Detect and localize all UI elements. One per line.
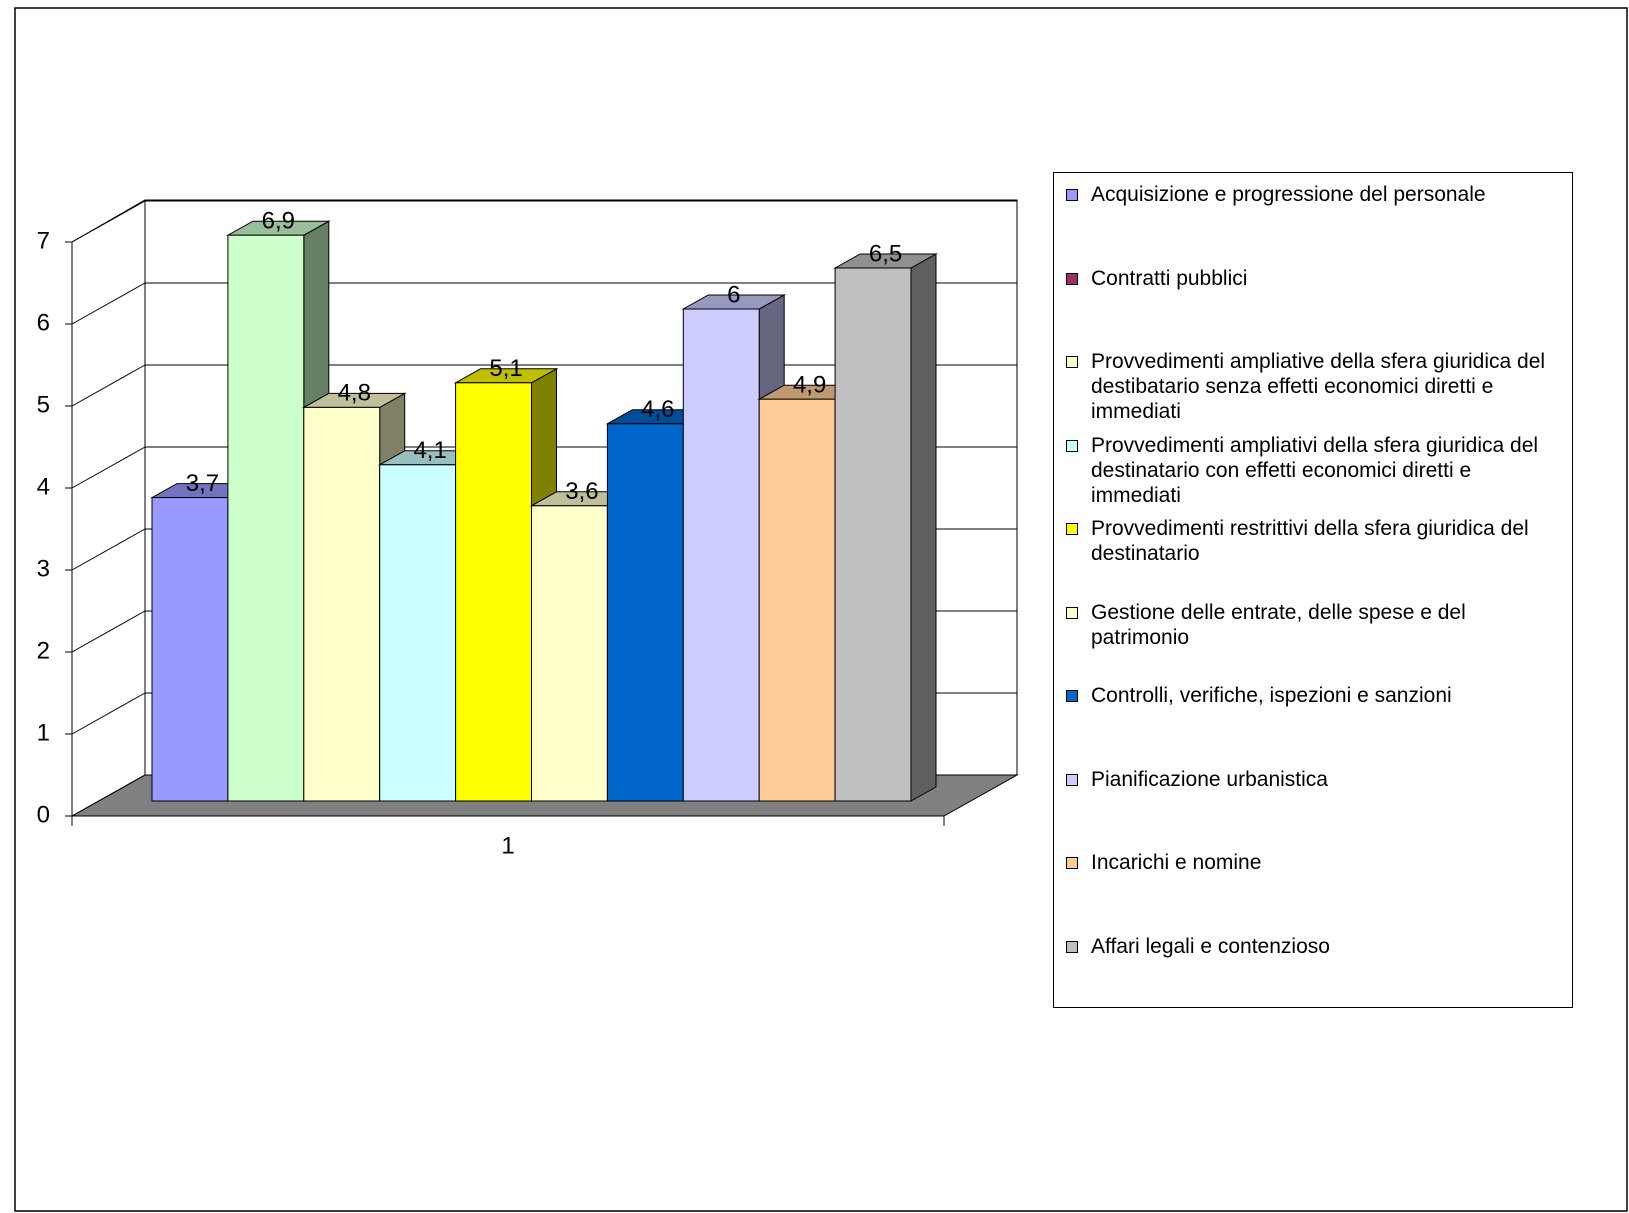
bar-side (910, 253, 937, 802)
y-tick-label: 6 (37, 309, 50, 336)
grid-line (71, 200, 146, 243)
y-tick-label: 2 (37, 637, 50, 664)
data-label: 4,8 (338, 380, 371, 407)
legend-label: Pianificazione urbanistica (1091, 767, 1328, 791)
legend-item: Affari legali e contenzioso (1066, 934, 1566, 959)
grid-line (71, 282, 146, 325)
y-tick-label: 0 (37, 801, 50, 828)
legend-swatch (1066, 189, 1078, 201)
y-tick-label: 1 (37, 719, 50, 746)
legend-label: Affari legali e contenzioso (1091, 934, 1330, 958)
data-label: 4,6 (641, 396, 674, 423)
chart-border (14, 7, 1628, 1212)
data-label: 3,7 (186, 470, 219, 497)
y-tick-label: 3 (37, 555, 50, 582)
bar (606, 423, 684, 802)
legend-item: Provvedimenti restrittivi della sfera gi… (1066, 516, 1566, 566)
legend-label: Incarichi e nomine (1091, 851, 1262, 874)
legend-label: Provvedimenti ampliative della sfera giu… (1091, 350, 1546, 423)
legend-label: Contratti pubblici (1091, 266, 1248, 290)
legend-swatch (1066, 606, 1078, 619)
grid-line (71, 364, 146, 407)
data-label: 6,5 (869, 240, 902, 267)
legend-item: Controlli, verifiche, ispezioni e sanzio… (1066, 683, 1566, 708)
legend: Acquisizione e progressione del personal… (1053, 172, 1573, 1008)
bar (682, 308, 760, 802)
legend-item: Acquisizione e progressione del personal… (1066, 182, 1566, 207)
legend-swatch (1066, 690, 1078, 702)
data-label: 5,1 (489, 355, 522, 382)
legend-swatch (1066, 272, 1078, 285)
legend-swatch (1066, 523, 1078, 535)
legend-swatch (1066, 439, 1078, 452)
bar (151, 497, 229, 802)
grid-line (71, 692, 146, 735)
bar (227, 234, 305, 802)
grid-line (71, 446, 146, 489)
grid-line (71, 610, 146, 653)
bar (303, 406, 381, 802)
grid-line (71, 528, 146, 571)
data-label: 3,6 (565, 478, 598, 505)
legend-item: Gestione delle entrate, delle spese e de… (1066, 600, 1566, 650)
data-label: 6,9 (262, 208, 295, 235)
legend-label: Gestione delle entrate, delle spese e de… (1091, 600, 1466, 649)
data-label: 4,9 (793, 372, 826, 399)
legend-label: Provvedimenti ampliativi della sfera giu… (1091, 433, 1539, 507)
legend-item: Pianificazione urbanistica (1066, 767, 1566, 792)
legend-swatch (1066, 773, 1078, 786)
legend-swatch (1066, 940, 1078, 953)
bar (455, 382, 533, 802)
legend-label: Provvedimenti restrittivi della sfera gi… (1091, 517, 1529, 565)
y-tick-label: 5 (37, 391, 50, 418)
legend-item: Provvedimenti ampliativi della sfera giu… (1066, 433, 1566, 508)
data-label: 6 (727, 281, 740, 308)
y-tick-label: 4 (37, 473, 50, 500)
bar (379, 464, 457, 802)
x-tick-label: 1 (501, 832, 514, 859)
bar (834, 267, 912, 802)
data-label: 4,1 (413, 437, 446, 464)
legend-item: Contratti pubblici (1066, 266, 1566, 291)
legend-item: Provvedimenti ampliative della sfera giu… (1066, 349, 1566, 424)
y-tick-label: 7 (37, 227, 50, 254)
bar (531, 505, 608, 802)
legend-swatch (1066, 356, 1078, 368)
legend-item: Incarichi e nomine (1066, 850, 1566, 875)
bar (758, 398, 836, 802)
legend-label: Controlli, verifiche, ispezioni e sanzio… (1091, 684, 1452, 707)
grid-line (71, 774, 146, 817)
legend-swatch (1066, 857, 1078, 869)
legend-label: Acquisizione e progressione del personal… (1091, 183, 1486, 206)
